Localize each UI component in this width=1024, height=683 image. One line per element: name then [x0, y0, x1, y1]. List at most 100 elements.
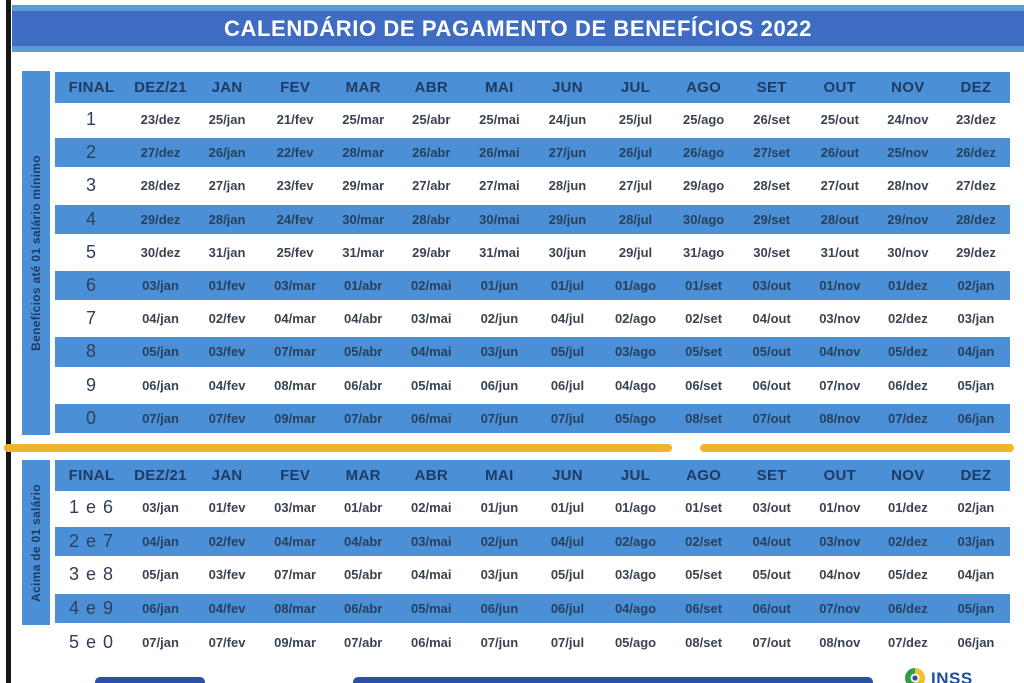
column-header: OUT — [805, 72, 874, 103]
date-cell: 03/fev — [193, 558, 262, 592]
date-cell: 04/mar — [261, 524, 330, 559]
date-cell: 25/mar — [329, 103, 398, 137]
date-cell: 06/jul — [533, 368, 602, 402]
date-cell: 21/fev — [261, 103, 330, 137]
date-cell: 31/out — [805, 235, 874, 269]
date-cell: 04/fev — [193, 368, 262, 402]
date-cell: 30/mar — [329, 202, 398, 236]
date-cell: 01/ago — [601, 491, 670, 525]
date-cell: 29/abr — [397, 235, 466, 269]
date-cell: 22/fev — [261, 136, 330, 170]
date-cell: 27/set — [737, 136, 806, 170]
date-cell: 02/set — [669, 302, 738, 336]
final-cell: 2 — [55, 136, 128, 170]
date-cell: 31/jan — [193, 235, 262, 269]
date-cell: 08/mar — [261, 368, 330, 402]
date-cell: 25/fev — [261, 235, 330, 269]
date-cell: 03/mar — [261, 268, 330, 303]
date-cell: 01/fev — [193, 491, 262, 525]
date-cell: 05/set — [669, 335, 738, 369]
date-cell: 02/ago — [601, 524, 670, 559]
inss-logo-icon — [905, 668, 925, 683]
date-cell: 29/nov — [873, 202, 942, 236]
date-cell: 07/jun — [465, 625, 534, 659]
column-header: MAI — [465, 460, 534, 491]
date-cell: 05/mai — [397, 368, 466, 402]
date-cell: 06/set — [669, 368, 738, 402]
date-cell: 01/set — [669, 491, 738, 525]
date-cell: 02/jan — [941, 491, 1010, 525]
date-cell: 07/jan — [128, 401, 193, 435]
date-cell: 03/out — [737, 491, 806, 525]
yellow-separator-left — [4, 444, 672, 452]
date-cell: 02/set — [669, 524, 738, 559]
column-header: JAN — [193, 72, 262, 103]
date-cell: 27/mai — [465, 169, 534, 203]
date-cell: 07/out — [737, 625, 806, 659]
date-cell: 04/jul — [533, 302, 602, 336]
date-cell: 02/ago — [601, 302, 670, 336]
date-cell: 01/jun — [465, 268, 534, 303]
date-cell: 05/jan — [941, 368, 1010, 402]
date-cell: 29/dez — [941, 235, 1010, 269]
column-header: SET — [737, 72, 806, 103]
table2-side-label-strip: Acima de 01 salário — [22, 460, 50, 625]
column-header: ABR — [397, 460, 466, 491]
date-cell: 25/jul — [601, 103, 670, 137]
date-cell: 04/ago — [601, 591, 670, 626]
date-cell: 04/mai — [397, 335, 466, 369]
date-cell: 04/ago — [601, 368, 670, 402]
left-border-line — [6, 0, 11, 683]
date-cell: 03/out — [737, 268, 806, 303]
date-cell: 01/abr — [329, 491, 398, 525]
date-cell: 07/jul — [533, 401, 602, 435]
date-cell: 05/jul — [533, 335, 602, 369]
date-cell: 01/dez — [873, 268, 942, 303]
date-cell: 25/ago — [669, 103, 738, 137]
date-cell: 28/dez — [128, 169, 193, 203]
title-banner: CALENDÁRIO DE PAGAMENTO DE BENEFÍCIOS 20… — [12, 5, 1024, 52]
column-header: NOV — [873, 460, 942, 491]
column-header: MAR — [329, 460, 398, 491]
date-cell: 07/jan — [128, 625, 193, 659]
date-cell: 03/nov — [805, 524, 874, 559]
date-cell: 04/out — [737, 302, 806, 336]
date-cell: 04/out — [737, 524, 806, 559]
date-cell: 29/jul — [601, 235, 670, 269]
date-cell: 07/abr — [329, 625, 398, 659]
date-cell: 06/jun — [465, 368, 534, 402]
column-header: JUN — [533, 72, 602, 103]
column-header: MAR — [329, 72, 398, 103]
date-cell: 02/mai — [397, 268, 466, 303]
date-cell: 07/mar — [261, 558, 330, 592]
date-cell: 28/nov — [873, 169, 942, 203]
date-cell: 05/abr — [329, 335, 398, 369]
yellow-separator-right — [700, 444, 1014, 452]
date-cell: 07/mar — [261, 335, 330, 369]
date-cell: 26/jul — [601, 136, 670, 170]
date-cell: 02/mai — [397, 491, 466, 525]
date-cell: 06/jan — [941, 625, 1010, 659]
date-cell: 03/jan — [128, 491, 193, 525]
table2-side-label: Acima de 01 salário — [29, 483, 44, 602]
date-cell: 01/nov — [805, 268, 874, 303]
date-cell: 01/ago — [601, 268, 670, 303]
date-cell: 06/set — [669, 591, 738, 626]
final-cell: 1 — [55, 103, 128, 137]
date-cell: 01/dez — [873, 491, 942, 525]
date-cell: 08/mar — [261, 591, 330, 626]
table-acima-de-1-salario: FINAL DEZ/21 JAN FEV MAR ABR MAI JUN JUL AGO SET OU… — [55, 460, 1010, 659]
column-header: JAN — [193, 460, 262, 491]
date-cell: 04/fev — [193, 591, 262, 626]
date-cell: 05/jul — [533, 558, 602, 592]
date-cell: 27/dez — [941, 169, 1010, 203]
final-cell: 3 e 8 — [55, 558, 128, 592]
date-cell: 05/jan — [128, 335, 193, 369]
footer-bar-large — [353, 677, 873, 683]
date-cell: 30/dez — [128, 235, 193, 269]
date-cell: 27/abr — [397, 169, 466, 203]
date-cell: 06/jan — [941, 401, 1010, 435]
date-cell: 01/abr — [329, 268, 398, 303]
footer-bar-small — [95, 677, 205, 683]
column-header: DEZ — [941, 460, 1010, 491]
